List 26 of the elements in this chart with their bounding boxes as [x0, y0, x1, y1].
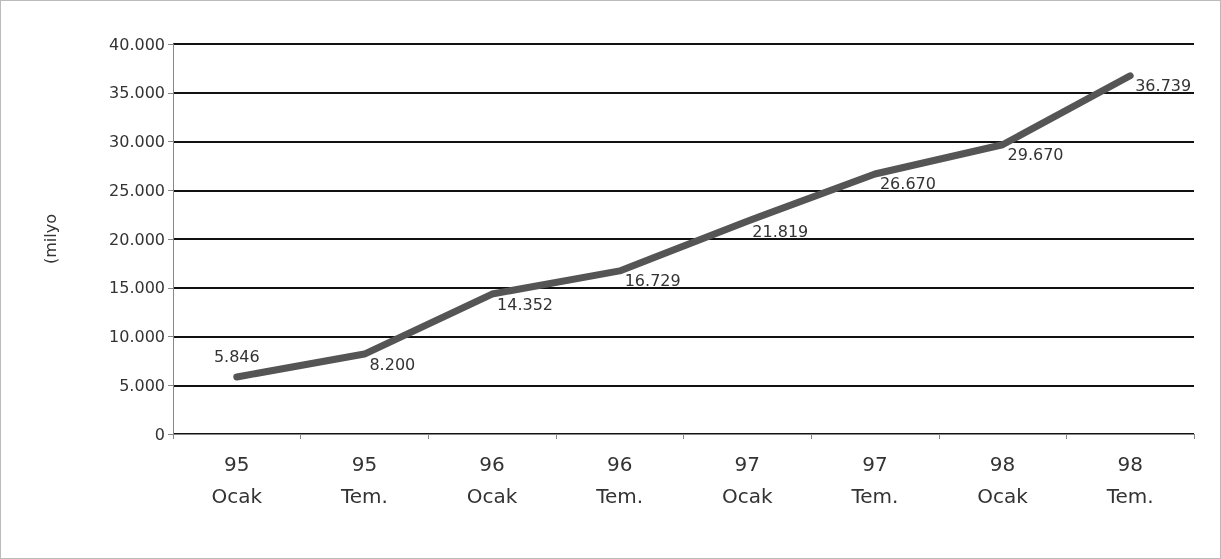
y-tick-label: 15.000: [109, 278, 165, 298]
x-tick-label: 96 Tem.: [595, 452, 644, 508]
x-tick-label: 97 Ocak: [722, 452, 774, 508]
data-label: 14.352: [497, 294, 554, 314]
y-tick-label: 20.000: [109, 229, 165, 249]
data-label: 5.846: [213, 346, 260, 366]
y-tick-label: 30.000: [109, 132, 165, 151]
y-tick-label: 35.000: [109, 83, 165, 103]
data-label: 36.739: [1135, 76, 1192, 96]
x-tick-label: 95 Tem.: [339, 452, 388, 508]
y-tick-label: 10.000: [109, 327, 165, 346]
data-label: 26.670: [879, 174, 936, 194]
y-tick-label: 5.000: [119, 375, 165, 395]
x-tick-label: 95 Ocak: [211, 452, 263, 508]
x-tick-label: 96 Ocak: [466, 452, 518, 508]
x-tick-label: 98 Ocak: [977, 452, 1029, 508]
y-tick-label: 25.000: [109, 180, 165, 200]
data-label: 21.819: [752, 221, 809, 241]
data-label: 8.200: [369, 354, 416, 374]
data-label: 16.729: [624, 271, 681, 291]
y-axis-title: (milyo: [40, 214, 60, 264]
x-tick-label: 97 Tem.: [850, 452, 899, 508]
data-label: 29.670: [1007, 145, 1064, 165]
y-tick-label: 0: [154, 424, 165, 444]
x-tick-label: 98 Tem.: [1105, 452, 1154, 508]
y-tick-label: 40.000: [109, 34, 165, 54]
